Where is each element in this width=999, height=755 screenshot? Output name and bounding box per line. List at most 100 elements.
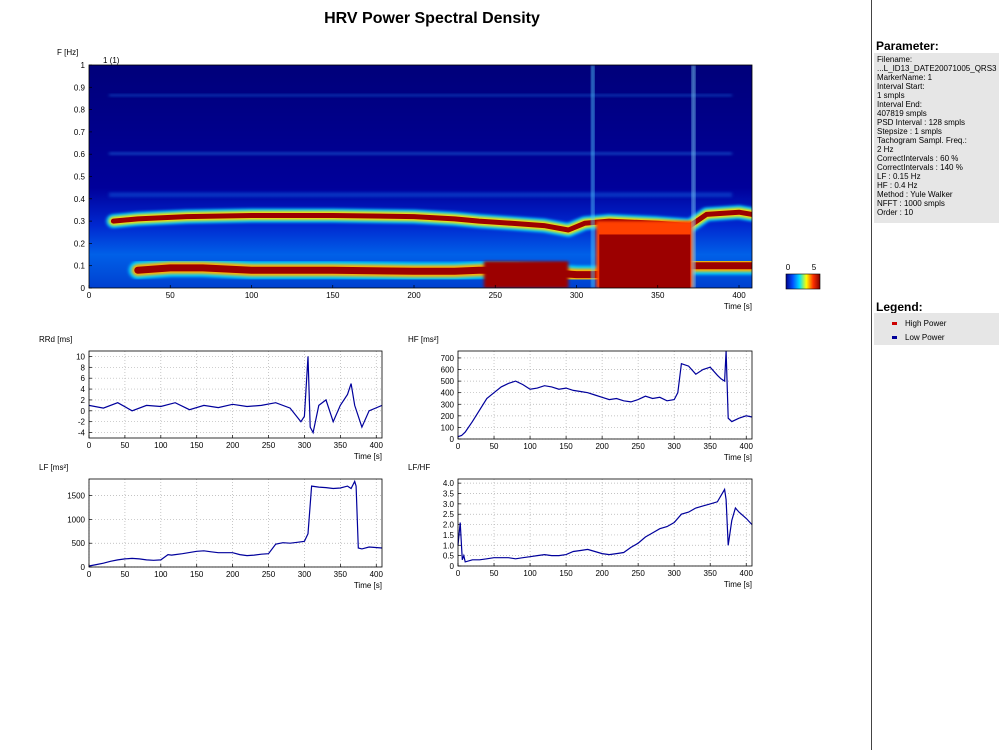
spectrogram-content <box>106 65 752 288</box>
legend-label: High Power <box>905 319 947 328</box>
lfhf-axes: 0 50 100 150 200 250 300 350 400 00.5 1.01.52.0 2.5… <box>408 463 753 589</box>
y-tick-label: 0.2 <box>74 239 86 248</box>
rrd-axes: 0 50 100 150 200 250 300 350 400 -4 -2 0 2 4 6 8 10 Time … <box>39 335 383 461</box>
x-tick-label: 50 <box>120 570 129 579</box>
hf-series-line <box>457 350 753 438</box>
y-tick-label: 0.8 <box>74 106 86 115</box>
y-tick-label: 4 <box>81 385 86 394</box>
y-tick-label: 0 <box>450 562 455 571</box>
lfhf-plot-bg <box>458 479 752 566</box>
y-tick-label: 1.5 <box>443 531 455 540</box>
x-tick-label: 300 <box>667 442 681 451</box>
x-tick-label: 0 <box>87 291 92 300</box>
y-tick-label: 400 <box>441 389 455 398</box>
x-tick-label: 150 <box>326 291 340 300</box>
parameter-box: Filename: ...L_ID13_DATE20071005_QRS3 Ma… <box>874 53 999 223</box>
y-tick-label: 500 <box>72 539 86 548</box>
parameter-title: Parameter: <box>876 39 939 53</box>
y-tick-label: -2 <box>78 418 86 427</box>
x-tick-label: 300 <box>298 441 312 450</box>
y-tick-label: 2 <box>81 396 86 405</box>
spectrogram-marker-label: 1 (1) <box>103 56 120 65</box>
y-tick-label: 8 <box>81 363 86 372</box>
x-tick-label: 100 <box>154 441 168 450</box>
parameter-line: Method : Yule Walker <box>877 190 953 199</box>
y-tick-label: 1000 <box>67 515 85 524</box>
x-tick-label: 200 <box>407 291 421 300</box>
y-tick-label: 100 <box>441 423 455 432</box>
right-panel: Parameter: Filename: ...L_ID13_DATE20071… <box>872 0 999 750</box>
y-tick-label: 200 <box>441 412 455 421</box>
spectrogram-axes: 0 50 100 150 200 250 300 350 40000.10.20.30.40.5… <box>57 48 821 311</box>
y-tick-label: 0.5 <box>74 173 86 182</box>
lf-plot-bg <box>89 479 382 567</box>
parameter-line: CorrectIntervals : 140 % <box>877 163 963 172</box>
spectrogram-faint-band <box>109 94 732 97</box>
x-tick-label: 50 <box>490 442 499 451</box>
x-tick-label: 400 <box>740 569 754 578</box>
x-tick-label: 350 <box>334 570 348 579</box>
hf-plot-bg <box>458 351 752 439</box>
spectrogram-faint-band <box>109 192 732 198</box>
lf-series-line <box>88 479 383 567</box>
y-tick-label: 0.6 <box>74 150 86 159</box>
rrd-series-line <box>88 356 383 435</box>
parameter-line: 1 smpls <box>877 91 905 100</box>
x-tick-label: 350 <box>651 291 665 300</box>
x-tick-label: 400 <box>740 442 754 451</box>
spectrogram-artifact <box>691 65 696 288</box>
lf-xlabel: Time [s] <box>354 581 382 590</box>
lf-frame <box>88 478 383 568</box>
y-tick-label: 1 <box>81 61 86 70</box>
y-tick-label: 0.3 <box>74 217 86 226</box>
rrd-ylabel: RRd [ms] <box>39 335 72 344</box>
x-tick-label: 400 <box>732 291 746 300</box>
lfhf-frame <box>457 478 753 567</box>
spectrogram-xlabel: Time [s] <box>724 302 752 311</box>
lfhf-xlabel: Time [s] <box>724 580 752 589</box>
y-tick-label: 1.0 <box>443 541 455 550</box>
x-tick-label: 100 <box>523 569 537 578</box>
lfhf-ylabel: LF/HF <box>408 463 430 472</box>
x-tick-label: 200 <box>595 442 609 451</box>
x-tick-label: 150 <box>559 442 573 451</box>
x-tick-label: 0 <box>456 442 461 451</box>
parameter-line: PSD Interval : 128 smpls <box>877 118 966 127</box>
rrd-plot-bg <box>89 351 382 438</box>
rrd-frame <box>88 350 383 439</box>
x-tick-label: 400 <box>370 441 384 450</box>
hf-ylabel: HF [ms²] <box>408 335 439 344</box>
parameter-line: Filename: <box>877 55 913 64</box>
hf-xlabel: Time [s] <box>724 453 752 462</box>
x-tick-label: 200 <box>226 570 240 579</box>
x-tick-label: 300 <box>570 291 584 300</box>
lf-axes: 0 50 100 150 200 250 300 350 400 0 500 1000 1500 Time… <box>39 463 383 590</box>
y-tick-label: 0 <box>81 284 86 293</box>
page-title: HRV Power Spectral Density <box>324 10 540 27</box>
x-tick-label: 350 <box>704 442 718 451</box>
parameter-line: CorrectIntervals : 60 % <box>877 154 959 163</box>
y-tick-label: 300 <box>441 400 455 409</box>
x-tick-label: 0 <box>87 441 92 450</box>
y-tick-label: 0.1 <box>74 262 86 271</box>
parameter-line: Order : 10 <box>877 208 914 217</box>
main-figure-area: HRV Power Spectral Density 0 50 100 150 200 2… <box>39 10 821 590</box>
hf-axes: 0 50 100 150 200 250 300 350 400 0 100 200 300 400 500… <box>408 335 753 462</box>
rrd-xlabel: Time [s] <box>354 452 382 461</box>
colorbar-max-label: 5 <box>812 263 817 272</box>
spectrogram-faint-band <box>109 152 732 155</box>
y-tick-label: -4 <box>78 429 86 438</box>
x-tick-label: 100 <box>523 442 537 451</box>
lfhf-series-line <box>457 487 753 563</box>
parameter-line: 407819 smpls <box>877 109 927 118</box>
x-tick-label: 150 <box>190 441 204 450</box>
x-tick-label: 50 <box>166 291 175 300</box>
x-tick-label: 400 <box>370 570 384 579</box>
x-tick-label: 50 <box>120 441 129 450</box>
y-tick-label: 600 <box>441 366 455 375</box>
y-tick-label: 0.4 <box>74 195 86 204</box>
colorbar-min-label: 0 <box>786 263 791 272</box>
legend-item-high-power: High Power <box>892 319 946 328</box>
parameter-line: 2 Hz <box>877 145 894 154</box>
y-tick-label: 3.0 <box>443 500 455 509</box>
